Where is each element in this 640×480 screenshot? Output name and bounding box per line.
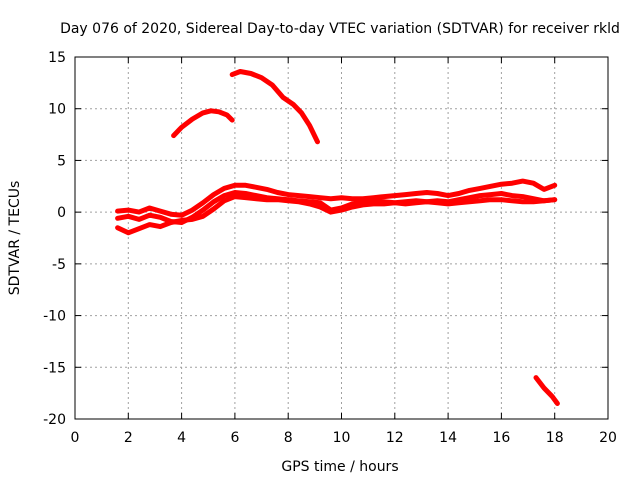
series-line-arc-c	[533, 375, 560, 406]
gridlines	[75, 57, 608, 419]
x-tick-label: 16	[492, 430, 510, 446]
x-tick-label: 18	[546, 430, 564, 446]
series-line-arc-a	[171, 108, 235, 139]
y-tick-label: 10	[48, 102, 66, 118]
x-tick-label: 8	[284, 430, 293, 446]
y-tick-label: -5	[52, 257, 66, 273]
y-axis-label: SDTVAR / TECUs	[7, 181, 23, 296]
series-line-arc-d	[115, 178, 558, 218]
x-tick-label: 20	[599, 430, 617, 446]
x-tick-label: 0	[71, 430, 80, 446]
chart-title: Day 076 of 2020, Sidereal Day-to-day VTE…	[60, 21, 620, 37]
x-tick-label: 4	[177, 430, 186, 446]
y-tick-label: -10	[43, 309, 66, 325]
series-layer	[115, 69, 560, 406]
x-tick-label: 14	[439, 430, 457, 446]
y-tick-label: 15	[48, 50, 66, 66]
x-tick-label: 10	[333, 430, 351, 446]
x-tick-label: 12	[386, 430, 404, 446]
y-tick-label: -15	[43, 360, 66, 376]
series-line-arc-f	[115, 194, 558, 236]
y-tick-label: 5	[57, 153, 66, 169]
y-tick-label: -20	[43, 412, 66, 428]
x-tick-label: 6	[230, 430, 239, 446]
x-tick-label: 2	[124, 430, 133, 446]
ticks: 0 2 4 6 8 10 12 14 16 18 20 -20 -15 -10 -5 0 5 10 15	[43, 50, 617, 446]
series-line-arc-b	[229, 69, 320, 145]
x-axis-label: GPS time / hours	[281, 459, 398, 475]
y-tick-label: 0	[57, 205, 66, 221]
